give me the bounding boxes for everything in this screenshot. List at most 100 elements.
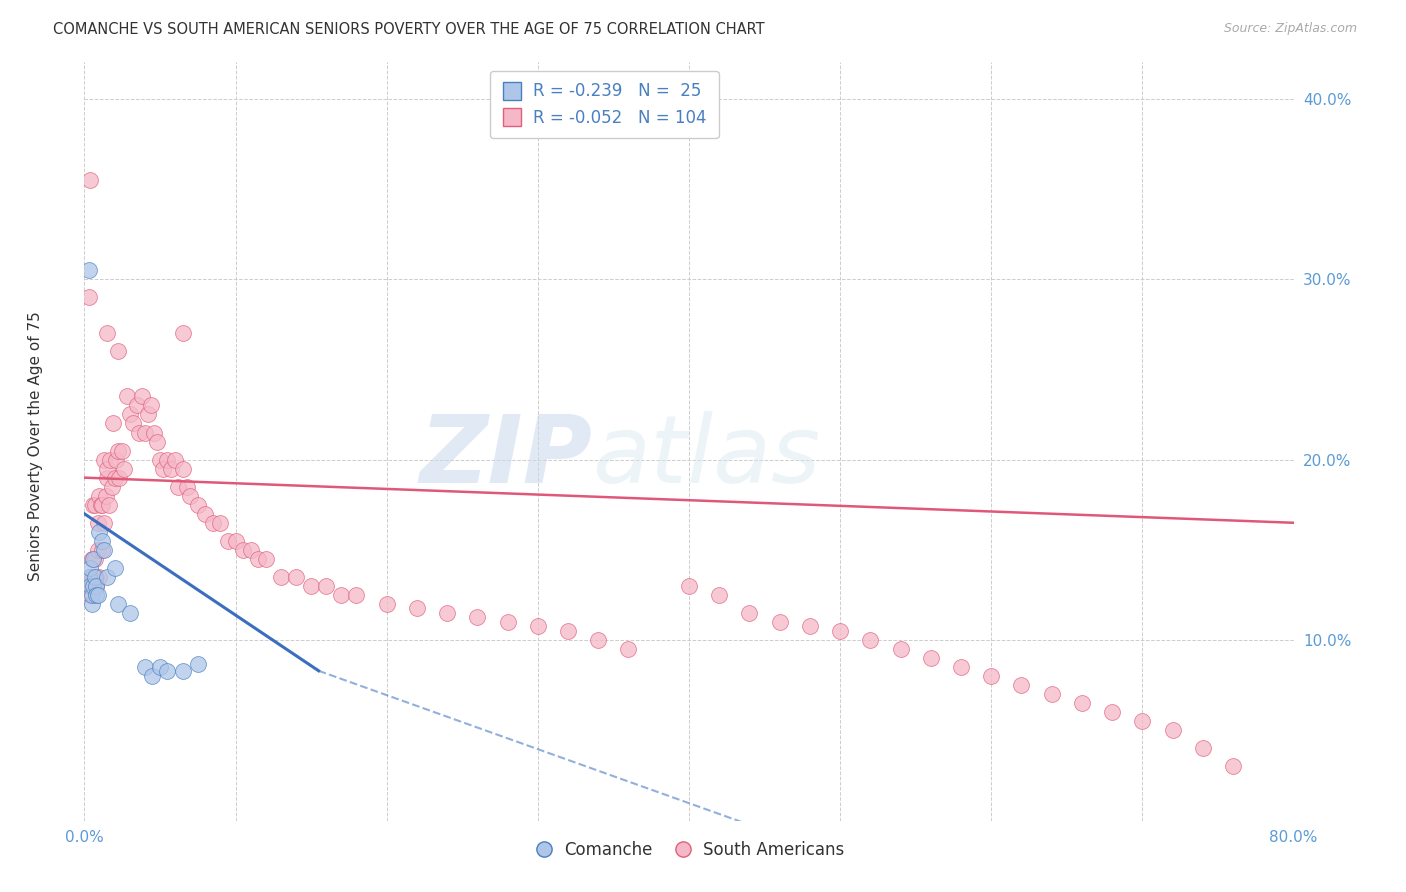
Point	[146, 434, 169, 449]
Point	[201, 516, 224, 530]
Point	[91, 542, 114, 557]
Point	[93, 452, 115, 467]
Text: Source: ZipAtlas.com: Source: ZipAtlas.com	[1223, 22, 1357, 36]
Point	[172, 461, 194, 475]
Point	[172, 664, 194, 678]
Point	[101, 417, 124, 431]
Point	[239, 542, 262, 557]
Point	[890, 642, 912, 657]
Point	[115, 389, 138, 403]
Point	[118, 408, 141, 422]
Point	[738, 606, 761, 620]
Point	[91, 533, 114, 548]
Point	[79, 588, 101, 602]
Point	[89, 570, 111, 584]
Point	[254, 552, 277, 566]
Point	[84, 552, 107, 566]
Point	[84, 570, 107, 584]
Point	[980, 669, 1002, 683]
Point	[152, 461, 174, 475]
Point	[112, 461, 135, 475]
Point	[769, 615, 792, 629]
Point	[86, 579, 108, 593]
Point	[179, 489, 201, 503]
Point	[82, 579, 104, 593]
Point	[209, 516, 232, 530]
Text: ZIP: ZIP	[419, 410, 592, 503]
Point	[187, 657, 209, 671]
Point	[172, 326, 194, 341]
Point	[128, 425, 150, 440]
Point	[950, 660, 973, 674]
Point	[1011, 678, 1033, 692]
Point	[156, 452, 179, 467]
Point	[80, 570, 103, 584]
Point	[82, 570, 104, 584]
Point	[467, 609, 489, 624]
Point	[96, 570, 118, 584]
Point	[86, 570, 108, 584]
Point	[118, 606, 141, 620]
Point	[89, 524, 111, 539]
Point	[527, 618, 550, 632]
Point	[1161, 723, 1184, 738]
Point	[82, 552, 104, 566]
Point	[91, 498, 114, 512]
Point	[87, 516, 110, 530]
Point	[121, 417, 143, 431]
Point	[232, 542, 254, 557]
Text: atlas: atlas	[592, 411, 821, 502]
Point	[86, 579, 108, 593]
Point	[159, 461, 181, 475]
Point	[1101, 706, 1123, 720]
Point	[1040, 687, 1063, 701]
Point	[830, 624, 852, 639]
Point	[330, 588, 353, 602]
Point	[79, 561, 101, 575]
Legend: Comanche, South Americans: Comanche, South Americans	[527, 834, 851, 865]
Point	[436, 606, 458, 620]
Point	[247, 552, 270, 566]
Point	[94, 489, 117, 503]
Point	[270, 570, 292, 584]
Point	[77, 290, 100, 304]
Point	[136, 408, 159, 422]
Point	[588, 633, 610, 648]
Point	[187, 498, 209, 512]
Point	[100, 480, 122, 494]
Point	[617, 642, 640, 657]
Point	[87, 588, 110, 602]
Point	[149, 452, 172, 467]
Point	[90, 498, 112, 512]
Point	[165, 452, 187, 467]
Point	[285, 570, 308, 584]
Point	[107, 597, 129, 611]
Point	[84, 579, 107, 593]
Point	[131, 389, 153, 403]
Point	[104, 470, 127, 484]
Point	[97, 498, 120, 512]
Point	[104, 561, 127, 575]
Point	[217, 533, 239, 548]
Point	[105, 452, 128, 467]
Point	[859, 633, 882, 648]
Point	[1222, 759, 1244, 773]
Point	[299, 579, 322, 593]
Point	[156, 664, 179, 678]
Point	[496, 615, 519, 629]
Point	[142, 425, 165, 440]
Point	[176, 480, 198, 494]
Point	[134, 425, 156, 440]
Point	[194, 507, 217, 521]
Point	[93, 542, 115, 557]
Point	[167, 480, 190, 494]
Point	[108, 470, 131, 484]
Point	[96, 470, 118, 484]
Point	[1130, 714, 1153, 729]
Text: Seniors Poverty Over the Age of 75: Seniors Poverty Over the Age of 75	[28, 311, 42, 581]
Point	[134, 660, 156, 674]
Point	[920, 651, 942, 665]
Point	[346, 588, 368, 602]
Point	[149, 660, 172, 674]
Point	[79, 173, 101, 187]
